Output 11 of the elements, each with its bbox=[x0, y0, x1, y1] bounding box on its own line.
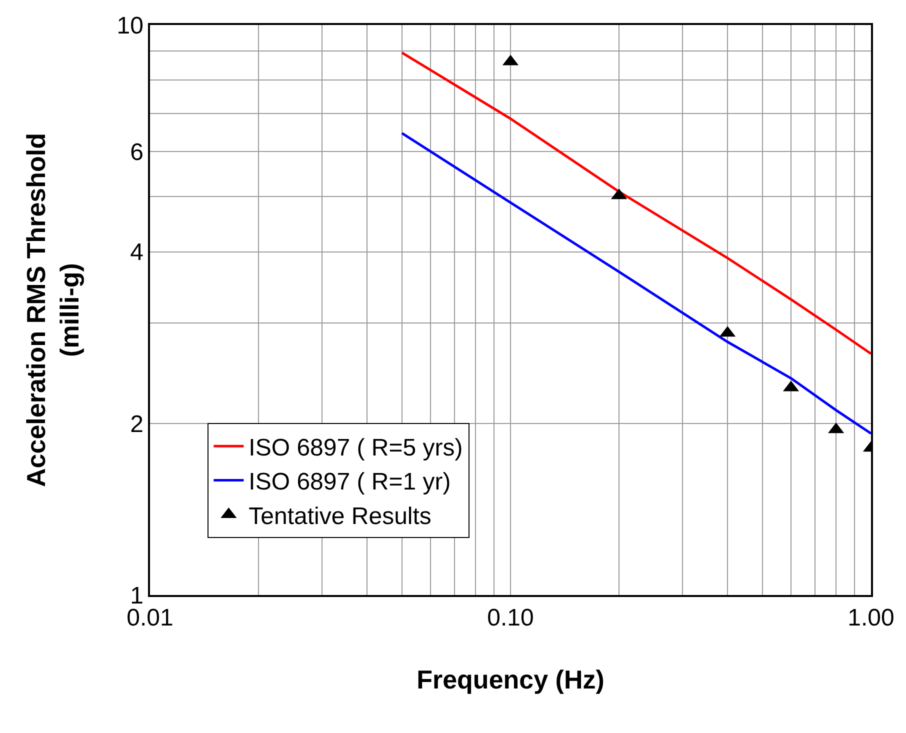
x-axis-title: Frequency (Hz) bbox=[416, 664, 604, 695]
y-axis-title: Acceleration RMS Threshold (milli-g) bbox=[20, 133, 85, 487]
legend-label: ISO 6897 ( R=1 yr) bbox=[248, 468, 451, 496]
x-tick-label: 0.10 bbox=[487, 604, 534, 632]
x-tick-label: 1.00 bbox=[848, 604, 894, 632]
legend-label: ISO 6897 ( R=5 yrs) bbox=[248, 434, 463, 462]
y-tick-label: 6 bbox=[130, 138, 144, 166]
y-tick-label: 4 bbox=[130, 239, 144, 266]
y-tick-label: 2 bbox=[130, 410, 144, 438]
y-tick-label: 10 bbox=[116, 12, 144, 40]
legend-label: Tentative Results bbox=[248, 502, 432, 530]
